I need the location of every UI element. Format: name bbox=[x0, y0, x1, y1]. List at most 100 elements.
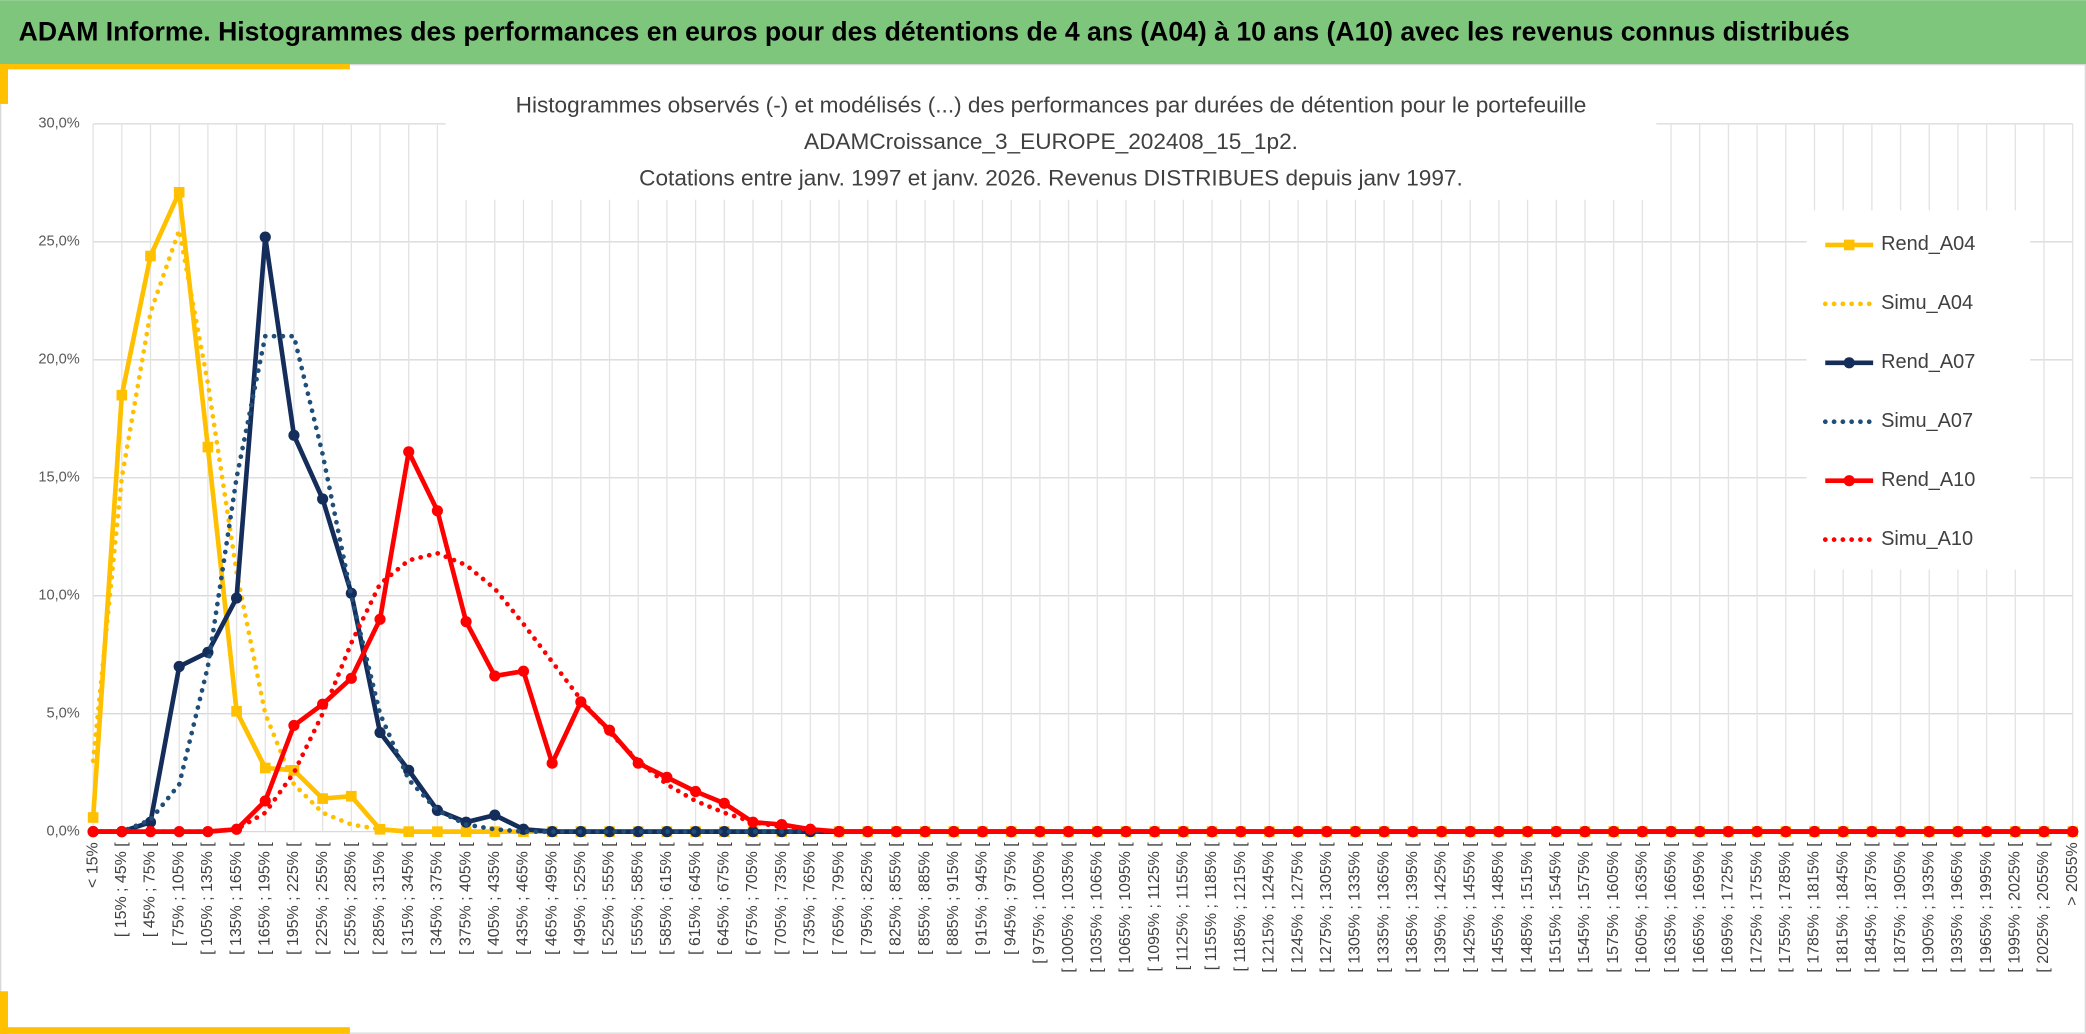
point-marker bbox=[2067, 826, 2079, 838]
x-tick-label: [ 1845% ; 1875% [ bbox=[1863, 842, 1880, 973]
point-marker bbox=[1722, 826, 1735, 838]
point-marker bbox=[862, 826, 874, 838]
point-marker bbox=[87, 812, 99, 823]
point-marker bbox=[288, 429, 300, 441]
legend-marker bbox=[1843, 239, 1855, 251]
point-marker bbox=[1837, 826, 1849, 838]
chart-title-line: Cotations entre janv. 1997 et janv. 2026… bbox=[639, 166, 1463, 191]
x-tick-label: [ 495% ; 525% [ bbox=[572, 842, 589, 955]
point-marker bbox=[231, 705, 242, 717]
point-marker bbox=[317, 493, 329, 505]
x-tick-label: [ 855% ; 885% [ bbox=[916, 842, 933, 955]
x-tick-label: [ 615% ; 645% [ bbox=[687, 842, 704, 955]
y-tick-label: 15,0% bbox=[38, 470, 79, 486]
point-marker bbox=[976, 826, 989, 838]
x-tick-label: [ 915% ; 945% [ bbox=[974, 842, 991, 955]
corner-accent bbox=[0, 64, 8, 104]
title-background bbox=[445, 87, 1657, 200]
chart-frame bbox=[0, 64, 2086, 1034]
x-tick-label: [ 1335% ; 1365% [ bbox=[1375, 842, 1392, 973]
x-tick-label: [ 195% ; 225% [ bbox=[285, 842, 302, 955]
point-marker bbox=[259, 795, 271, 807]
header-title: ADAM Informe. Histogrammes des performan… bbox=[19, 16, 1850, 46]
x-tick-label: [ 885% ; 915% [ bbox=[945, 842, 962, 955]
point-marker bbox=[1321, 826, 1333, 838]
point-marker bbox=[345, 672, 357, 684]
legend-label: Simu_A10 bbox=[1881, 528, 1973, 550]
legend-label: Rend_A07 bbox=[1881, 351, 1975, 373]
legend-marker bbox=[1843, 475, 1855, 487]
x-tick-label: [ 1905% ; 1935% [ bbox=[1920, 842, 1937, 973]
point-marker bbox=[1923, 826, 1935, 838]
x-tick-label: [ 315% ; 345% [ bbox=[400, 842, 417, 955]
x-tick-label: [ 1515% ; 1545% [ bbox=[1548, 842, 1565, 973]
x-tick-label: [ 345% ; 375% [ bbox=[429, 842, 446, 955]
legend-label: Rend_A04 bbox=[1881, 233, 1975, 255]
x-tick-label: [ 1785% ; 1815% [ bbox=[1806, 842, 1823, 973]
point-marker bbox=[1751, 826, 1763, 838]
point-marker bbox=[546, 757, 558, 769]
point-marker bbox=[2038, 826, 2050, 838]
x-tick-label: [ 705% ; 735% [ bbox=[773, 842, 790, 955]
point-marker bbox=[603, 826, 616, 838]
x-tick-label: [ 135% ; 165% [ bbox=[228, 842, 245, 955]
corner-accent bbox=[0, 64, 350, 70]
corner-accent bbox=[0, 1027, 350, 1034]
x-tick-label: [ 795% ; 825% [ bbox=[859, 842, 876, 955]
point-marker bbox=[1522, 826, 1534, 838]
x-tick-label: [ 75% ; 105% [ bbox=[170, 842, 187, 946]
x-tick-label: [ 1605% ; 1635% [ bbox=[1634, 842, 1651, 973]
x-tick-label: [ 1695% ; 1725% [ bbox=[1720, 842, 1737, 973]
x-tick-label: [ 45% ; 75% [ bbox=[142, 842, 159, 937]
x-tick-label: [ 1245% ; 1275% [ bbox=[1289, 842, 1306, 973]
header-bar bbox=[0, 0, 2086, 65]
x-tick-label: [ 1935% ; 1965% [ bbox=[1949, 842, 1966, 973]
point-marker bbox=[1636, 826, 1648, 838]
x-tick-label: [ 225% ; 255% [ bbox=[314, 842, 331, 955]
legend: Rend_A04 Simu_A04 Rend_A07 Simu_A07 Rend_A10… bbox=[1822, 233, 1975, 550]
point-marker bbox=[145, 250, 156, 262]
x-tick-label: [ 1095% ; 1125% [ bbox=[1146, 842, 1163, 972]
x-tick-label: [ 1995% ; 2025% [ bbox=[2007, 842, 2024, 973]
point-marker bbox=[317, 793, 328, 804]
point-marker bbox=[460, 826, 472, 837]
x-tick-label: [ 1575% ; 1605% [ bbox=[1605, 842, 1622, 973]
x-tick-label: [ 1185% ; 1215% [ bbox=[1232, 842, 1249, 972]
y-tick-label: 30,0% bbox=[38, 116, 79, 132]
x-tick-label: [ 405% ; 435% [ bbox=[486, 842, 503, 955]
corner-accent bbox=[0, 991, 8, 1034]
legend-label: Simu_A07 bbox=[1881, 410, 1973, 432]
point-marker bbox=[173, 186, 185, 198]
point-marker bbox=[173, 660, 185, 673]
y-tick-label: 0,0% bbox=[46, 823, 79, 839]
point-marker bbox=[259, 231, 271, 243]
x-tick-label: [ 255% ; 285% [ bbox=[343, 842, 360, 955]
chart-title: Histogrammes observés (-) et modélisés (… bbox=[516, 93, 1587, 191]
point-marker bbox=[460, 816, 472, 828]
x-tick-label: [ 585% ; 615% [ bbox=[658, 842, 675, 955]
x-tick-label: [ 735% ; 765% [ bbox=[802, 842, 819, 955]
point-marker bbox=[116, 389, 128, 401]
x-tick-label: [ 2025% ; 2055% [ bbox=[2035, 842, 2052, 973]
point-marker bbox=[1206, 826, 1218, 838]
x-tick-label: [ 285% ; 315% [ bbox=[371, 842, 388, 955]
x-tick-label: [ 525% ; 555% [ bbox=[601, 842, 618, 955]
x-tick-label: [ 1305% ; 1335% [ bbox=[1347, 842, 1364, 973]
point-marker bbox=[1952, 826, 1964, 838]
point-marker bbox=[431, 505, 443, 517]
point-marker bbox=[1608, 826, 1620, 838]
point-marker bbox=[1493, 826, 1505, 838]
point-marker bbox=[747, 826, 759, 838]
point-marker bbox=[489, 670, 501, 682]
point-marker bbox=[517, 665, 530, 677]
x-tick-label: [ 1665% ; 1695% [ bbox=[1691, 842, 1708, 973]
x-tick-label: [ 1275% ; 1305% [ bbox=[1318, 842, 1335, 973]
y-tick-label: 20,0% bbox=[38, 352, 79, 368]
point-marker bbox=[690, 785, 702, 798]
point-marker bbox=[403, 446, 415, 458]
point-marker bbox=[718, 826, 730, 838]
y-tick-label: 25,0% bbox=[38, 234, 79, 250]
point-marker bbox=[144, 826, 157, 838]
x-tick-label: [ 1755% ; 1785% [ bbox=[1777, 842, 1794, 973]
